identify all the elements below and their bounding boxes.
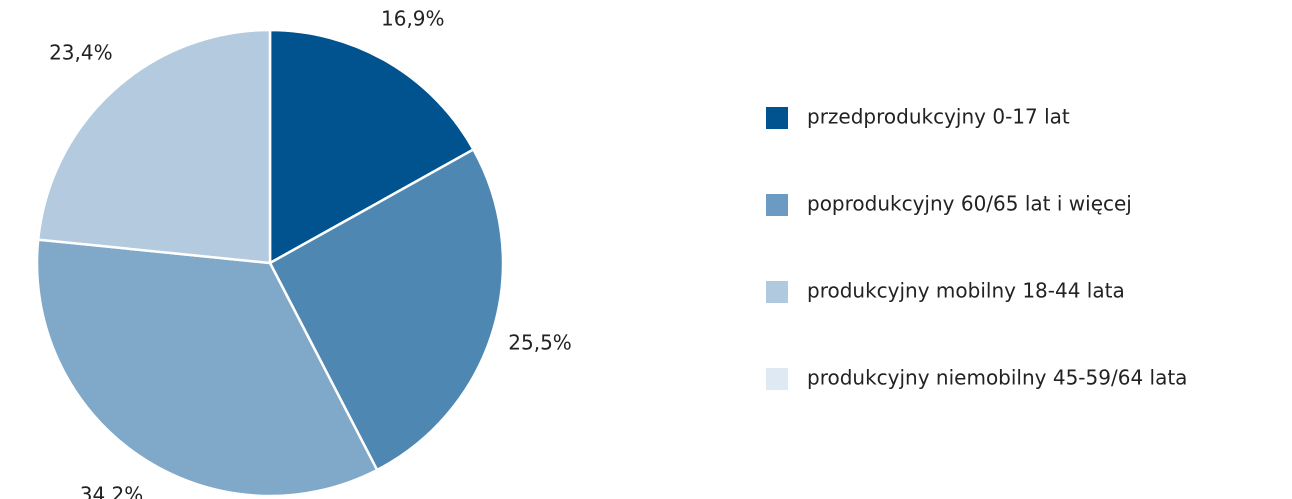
legend-swatch — [766, 281, 788, 303]
data-label: 16,9% — [381, 6, 445, 30]
legend-label: produkcyjny mobilny 18-44 lata — [807, 279, 1125, 303]
pie-slice — [268, 28, 476, 266]
legend-label: poprodukcyjny 60/65 lat i więcej — [807, 192, 1132, 216]
pie-slice — [35, 238, 379, 498]
pie-slice — [268, 147, 505, 472]
legend-label: przedprodukcyjny 0-17 lat — [807, 105, 1070, 129]
legend-label: produkcyjny niemobilny 45-59/64 lata — [807, 366, 1187, 390]
data-label: 23,4% — [49, 40, 113, 64]
legend-swatch — [766, 368, 788, 390]
pie-slice — [36, 28, 272, 265]
legend-swatch — [766, 194, 788, 216]
data-label: 25,5% — [508, 331, 572, 355]
legend-swatch — [766, 107, 788, 129]
data-label: 34,2% — [80, 483, 144, 499]
